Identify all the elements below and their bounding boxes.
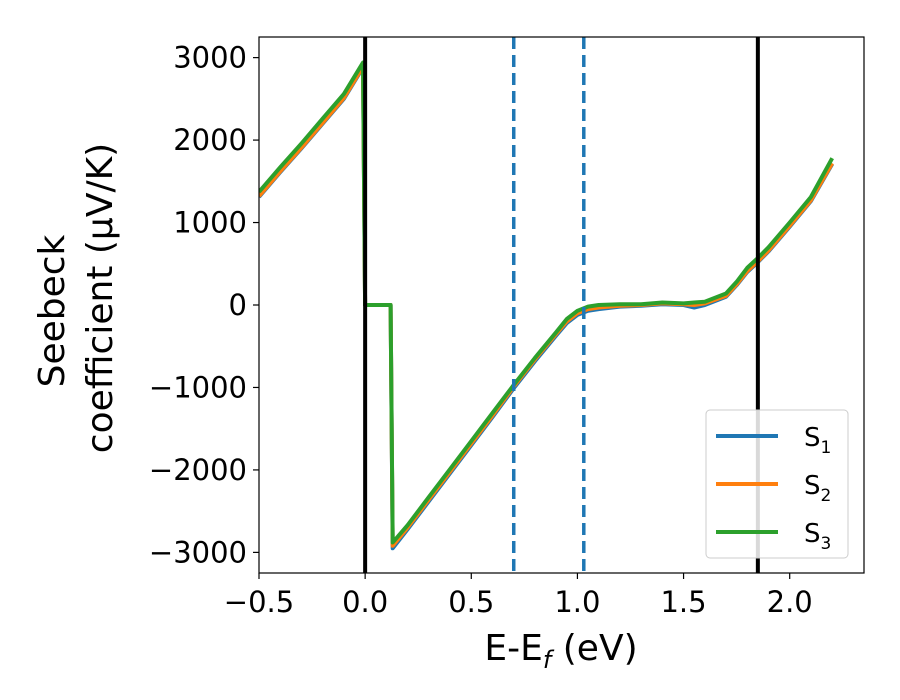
- y-tick-label: −3000: [149, 535, 247, 569]
- y-tick-label: −2000: [149, 453, 247, 487]
- x-axis-ticks: −0.5 0.0 0.5 1.0 1.5 2.0: [224, 573, 813, 619]
- y-axis-ticks: −3000 −2000 −1000 0 1000 2000 3000: [149, 41, 259, 569]
- x-tick-label: 2.0: [767, 585, 813, 619]
- legend-label-s2: S2: [804, 471, 831, 506]
- x-tick-label: 0.5: [448, 585, 494, 619]
- plot-area: [259, 37, 834, 573]
- x-tick-label: −0.5: [224, 585, 294, 619]
- legend-label-s3: S3: [804, 519, 831, 554]
- y-tick-label: 0: [229, 288, 247, 322]
- y-tick-label: −1000: [149, 370, 247, 404]
- x-tick-label: 1.5: [660, 585, 706, 619]
- plot-clip-group: [259, 37, 834, 573]
- x-axis-title-main: E-E: [484, 628, 542, 669]
- y-axis-title-line2: coefficient (μV/K): [80, 143, 121, 453]
- x-tick-label: 0.0: [342, 585, 388, 619]
- y-tick-label: 3000: [173, 41, 247, 75]
- legend: S1 S2 S3: [705, 409, 849, 559]
- y-tick-label: 2000: [173, 123, 247, 157]
- x-axis-title: E-Ef (eV): [484, 628, 637, 674]
- y-tick-label: 1000: [173, 206, 247, 240]
- legend-label-s1: S1: [804, 423, 831, 458]
- x-tick-label: 1.0: [554, 585, 600, 619]
- x-axis-title-unit: (eV): [551, 628, 637, 669]
- y-axis-title-line1: Seebeck: [32, 234, 73, 387]
